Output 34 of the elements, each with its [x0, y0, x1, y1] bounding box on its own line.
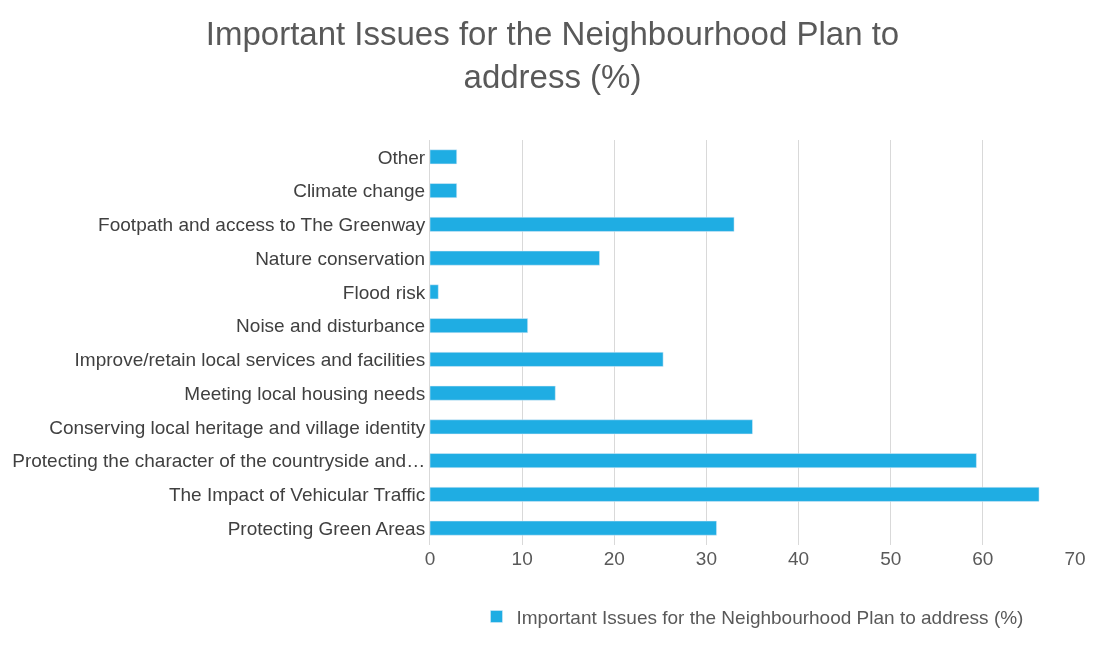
- y-tick-label: Flood risk: [342, 281, 426, 303]
- bar: [430, 520, 717, 536]
- y-tick-label: Other: [377, 146, 426, 168]
- bar: [430, 250, 600, 266]
- x-tick-label: 50: [880, 548, 902, 569]
- y-tick-label: Climate change: [293, 180, 426, 202]
- bar: [430, 217, 735, 232]
- x-tick-label: 10: [511, 548, 533, 569]
- bar: [430, 352, 664, 367]
- x-tick-label: 70: [1064, 548, 1086, 569]
- y-tick-label: Noise and disturbance: [236, 315, 426, 337]
- bar: [430, 453, 977, 468]
- bar: [430, 419, 753, 435]
- x-tick-label: 40: [788, 548, 810, 569]
- y-tick-label: Meeting local housing needs: [184, 382, 426, 404]
- bar: [430, 318, 528, 333]
- chart-title: Important Issues for the Neighbourhood Plan to address (%): [205, 15, 900, 96]
- x-tick-label: 20: [603, 548, 625, 569]
- x-tick-label: 30: [695, 548, 717, 569]
- y-tick-label: Footpath and access to The Greenway: [98, 214, 426, 236]
- y-tick-label: Protecting the character of the countryside and…: [12, 450, 426, 472]
- bar: [430, 284, 439, 300]
- x-tick-label: 0: [424, 548, 436, 569]
- legend-label: Important Issues for the Neighbourhood Plan to address (%): [516, 606, 1024, 628]
- y-tick-label: The Impact of Vehicular Traffic: [168, 484, 426, 506]
- bar: [430, 149, 457, 165]
- y-tick-label: Nature conservation: [255, 247, 426, 269]
- bar: [430, 183, 457, 198]
- bar: [430, 385, 556, 401]
- y-tick-label: Improve/retain local services and facilities: [74, 349, 426, 371]
- x-tick-label: 60: [972, 548, 994, 569]
- y-tick-label: Conserving local heritage and village identity: [49, 416, 426, 438]
- bar: [430, 487, 1040, 502]
- y-tick-label: Protecting Green Areas: [227, 517, 426, 539]
